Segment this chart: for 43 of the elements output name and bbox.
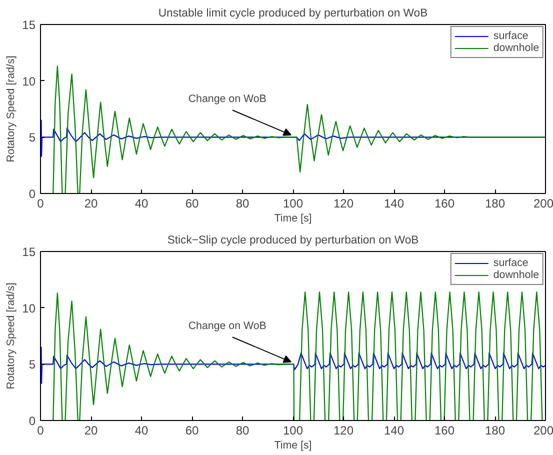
x-tick-label: 140 bbox=[384, 196, 404, 210]
y-tick-label: 0 bbox=[28, 414, 36, 428]
x-tick-label: 60 bbox=[185, 424, 199, 438]
x-tick-label: 0 bbox=[37, 424, 44, 438]
legend-label: downhole bbox=[493, 42, 539, 54]
x-tick-label: 120 bbox=[333, 196, 354, 210]
y-tick-label: 5 bbox=[28, 130, 36, 145]
line-series bbox=[40, 346, 546, 384]
annotation: Change on WoB bbox=[188, 92, 266, 105]
legend-label: surface bbox=[493, 257, 528, 269]
chart-title: Stick−Slip cycle produced by perturbation on WoB bbox=[167, 234, 419, 246]
x-tick-label: 180 bbox=[484, 196, 506, 210]
x-tick-label: 40 bbox=[134, 196, 148, 210]
x-tick-label: 40 bbox=[134, 424, 148, 438]
x-tick-label: 140 bbox=[384, 424, 404, 438]
y-axis-title: Rotatory Speed [rad/s] bbox=[5, 282, 18, 390]
x-tick-label: 120 bbox=[333, 424, 354, 438]
x-tick-label: 20 bbox=[84, 196, 98, 210]
x-axis-title: Time [s] bbox=[274, 440, 312, 452]
x-axis-title: Time [s] bbox=[274, 212, 312, 224]
x-tick-label: 100 bbox=[282, 196, 304, 210]
chart-title: Unstable limit cycle produced by perturbation on WoB bbox=[158, 8, 428, 20]
x-tick-label: 160 bbox=[434, 424, 455, 438]
x-tick-label: 20 bbox=[84, 424, 98, 438]
x-tick-label: 100 bbox=[282, 424, 304, 438]
x-tick-label: 80 bbox=[236, 424, 250, 438]
x-tick-label: 80 bbox=[236, 196, 250, 210]
legend-label: surface bbox=[493, 30, 528, 42]
x-tick-label: 180 bbox=[484, 424, 506, 438]
y-tick-label: 0 bbox=[28, 187, 36, 201]
y-tick-label: 15 bbox=[22, 245, 36, 259]
y-tick-label: 15 bbox=[22, 18, 36, 32]
y-axis-title: Rotatory Speed [rad/s] bbox=[5, 56, 18, 162]
x-tick-label: 160 bbox=[434, 196, 455, 210]
legend-label: downhole bbox=[493, 269, 539, 281]
x-tick-label: 200 bbox=[533, 196, 553, 210]
x-tick-label: 60 bbox=[185, 196, 199, 210]
annotation: Change on WoB bbox=[188, 320, 266, 332]
y-tick-label: 5 bbox=[28, 358, 36, 372]
y-tick-label: 10 bbox=[22, 301, 36, 316]
x-tick-label: 0 bbox=[37, 196, 44, 210]
x-tick-label: 200 bbox=[533, 424, 553, 438]
y-tick-label: 10 bbox=[22, 74, 36, 88]
